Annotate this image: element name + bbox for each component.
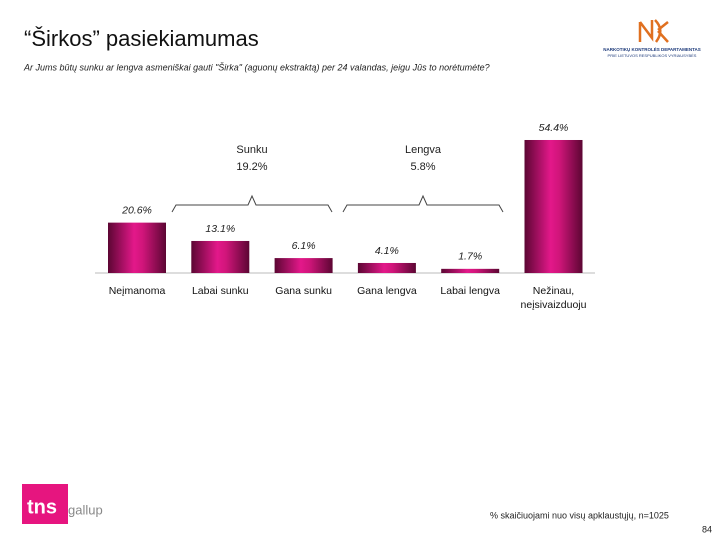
title: “Širkos” pasiekiamumas — [24, 26, 259, 51]
group-brace — [171, 194, 333, 213]
logo-box — [22, 484, 68, 524]
x-tick-label: Labai lengva — [440, 285, 500, 297]
value-label: 1.7% — [458, 251, 482, 263]
logo-mark — [638, 19, 669, 43]
group-name: Sunku — [236, 144, 267, 156]
logo-text: PRIE LIETUVOS RESPUBLIKOS VYRIAUSYBĖS — [608, 53, 697, 58]
logo-nkd: NARKOTIKŲ KONTROLĖS DEPARTAMENTAS PRIE L… — [603, 19, 701, 58]
page-number: 84 — [702, 524, 712, 534]
value-label: 54.4% — [539, 122, 569, 134]
bar — [191, 240, 250, 273]
value-label: 13.1% — [205, 223, 235, 235]
x-tick-label: Neįmanoma — [108, 285, 166, 297]
x-tick-label: Labai sunku — [191, 285, 249, 297]
bar — [441, 268, 500, 273]
logo-name: gallup — [68, 502, 103, 517]
logo-tns: tns gallup — [22, 484, 103, 524]
bar — [357, 262, 416, 273]
bar — [524, 139, 583, 273]
logo-text: NARKOTIKŲ KONTROLĖS DEPARTAMENTAS — [603, 46, 701, 52]
x-tick-label: Nežinau, neįsivaizduoju — [520, 285, 587, 311]
value-label: 4.1% — [375, 245, 399, 257]
group-name: Lengva — [405, 144, 442, 156]
x-tick-label: Gana sunku — [275, 285, 332, 297]
group-label: 5.8% — [410, 161, 435, 173]
bar — [108, 222, 166, 273]
bar — [274, 258, 333, 273]
group-label: 19.2% — [236, 161, 267, 173]
logo-brand: tns — [27, 496, 57, 518]
group-brace — [342, 194, 504, 213]
x-tick-label: Gana lengva — [357, 285, 417, 297]
value-label: 20.6% — [121, 204, 152, 216]
footnote: % skaičiuojami nuo visų apklaustųjų, n=1… — [490, 510, 669, 520]
subtitle: Ar Jums būtų sunku ar lengva asmeniškai … — [23, 62, 490, 72]
value-label: 6.1% — [292, 240, 316, 252]
